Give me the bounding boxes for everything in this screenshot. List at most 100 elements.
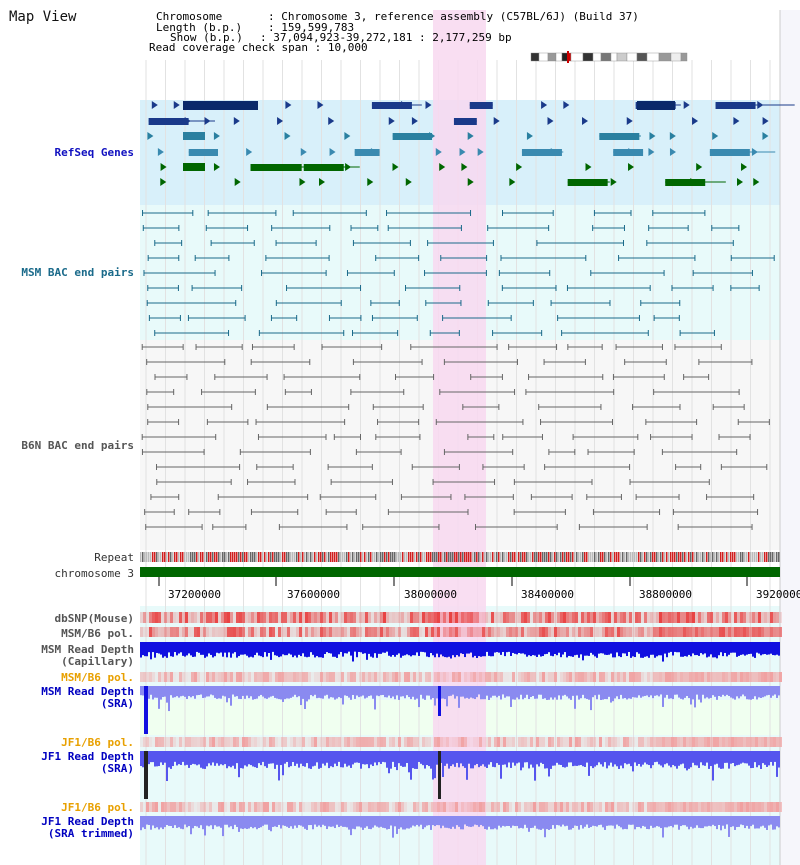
heat-cell (620, 627, 623, 637)
depth-bar (372, 751, 374, 767)
heat-cell (347, 737, 350, 747)
repeat-mark (298, 552, 300, 562)
depth-bar (382, 816, 384, 828)
depth-bar (634, 751, 636, 763)
repeat-mark (252, 552, 254, 562)
heat-cell (263, 737, 266, 747)
heat-cell (305, 627, 308, 637)
depth-bar (150, 816, 152, 830)
depth-bar (760, 816, 762, 827)
repeat-mark (238, 552, 240, 562)
depth-bar (342, 642, 344, 657)
heat-cell (476, 802, 479, 812)
depth-bar (360, 751, 362, 769)
heat-cell (380, 802, 383, 812)
depth-bar (374, 642, 376, 654)
heat-cell (311, 627, 314, 637)
heat-cell (608, 802, 611, 812)
track-label-refseq[interactable]: RefSeq Genes (54, 146, 134, 159)
heat-cell (575, 627, 578, 637)
heat-cell (587, 672, 590, 682)
heat-cell (479, 627, 482, 637)
depth-bar (656, 686, 658, 696)
depth-bar (434, 816, 436, 827)
depth-bar (636, 751, 638, 766)
repeat-mark (532, 552, 534, 562)
depth-bar (242, 816, 244, 830)
depth-bar (624, 642, 626, 654)
repeat-mark (154, 552, 156, 562)
heat-cell (410, 612, 413, 623)
depth-bar (684, 751, 686, 769)
heat-cell (287, 737, 290, 747)
depth-bar (372, 816, 374, 828)
heat-cell (191, 612, 194, 623)
depth-bar (370, 816, 372, 830)
depth-bar (504, 686, 506, 698)
depth-bar (196, 751, 198, 766)
heat-cell (365, 672, 368, 682)
depth-bar (294, 686, 296, 695)
repeat-mark (292, 552, 294, 562)
repeat-mark (722, 552, 724, 562)
depth-bar (400, 751, 402, 766)
repeat-mark (646, 552, 648, 562)
depth-bar (606, 642, 608, 655)
depth-bar (448, 816, 450, 829)
depth-bar (530, 751, 532, 765)
depth-bar (370, 751, 372, 765)
heat-cell (266, 802, 269, 812)
repeat-mark (602, 552, 604, 562)
heat-cell (638, 737, 641, 747)
depth-bar (764, 751, 766, 765)
gene-marker (547, 117, 554, 125)
depth-bar (508, 642, 510, 652)
depth-bar (506, 751, 508, 768)
msm-depth-sra-line1: MSM Read Depth (41, 685, 134, 698)
depth-bar (738, 642, 740, 656)
depth-bar (536, 816, 538, 829)
depth-bar (710, 642, 712, 655)
heat-cell (230, 802, 233, 812)
heat-cell (359, 672, 362, 682)
repeat-mark (530, 552, 532, 562)
heat-cell (431, 627, 434, 637)
heat-cell (218, 612, 221, 623)
heat-cell (272, 672, 275, 682)
heat-cell (767, 627, 770, 637)
heat-cell (632, 612, 635, 623)
gene-exon (469, 102, 493, 109)
track-label-msm-bac[interactable]: MSM BAC end pairs (21, 266, 134, 279)
depth-bar (302, 686, 304, 699)
heat-cell (377, 737, 380, 747)
depth-bar (334, 751, 336, 764)
depth-bar (712, 816, 714, 825)
repeat-mark (682, 552, 684, 562)
repeat-mark (558, 552, 560, 562)
repeat-mark (178, 552, 180, 562)
heat-cell (674, 737, 677, 747)
heat-cell (539, 627, 542, 637)
depth-bar (408, 816, 410, 829)
heat-cell (209, 672, 212, 682)
depth-bar (362, 816, 364, 830)
depth-bar (204, 751, 206, 769)
heat-cell (689, 612, 692, 623)
heat-cell (260, 672, 263, 682)
heat-cell (515, 627, 518, 637)
repeat-mark (760, 552, 762, 562)
track-label-b6n-bac[interactable]: B6N BAC end pairs (21, 439, 134, 452)
depth-bar (452, 816, 454, 827)
depth-bar (284, 816, 286, 826)
depth-bar (464, 816, 466, 825)
ideogram-band (592, 52, 602, 62)
repeat-mark (522, 552, 524, 562)
heat-cell (770, 627, 773, 637)
depth-bar (584, 816, 586, 827)
heat-cell (554, 802, 557, 812)
heat-cell (272, 737, 275, 747)
depth-bar (582, 686, 584, 695)
heat-cell (524, 737, 527, 747)
heat-cell (269, 672, 272, 682)
